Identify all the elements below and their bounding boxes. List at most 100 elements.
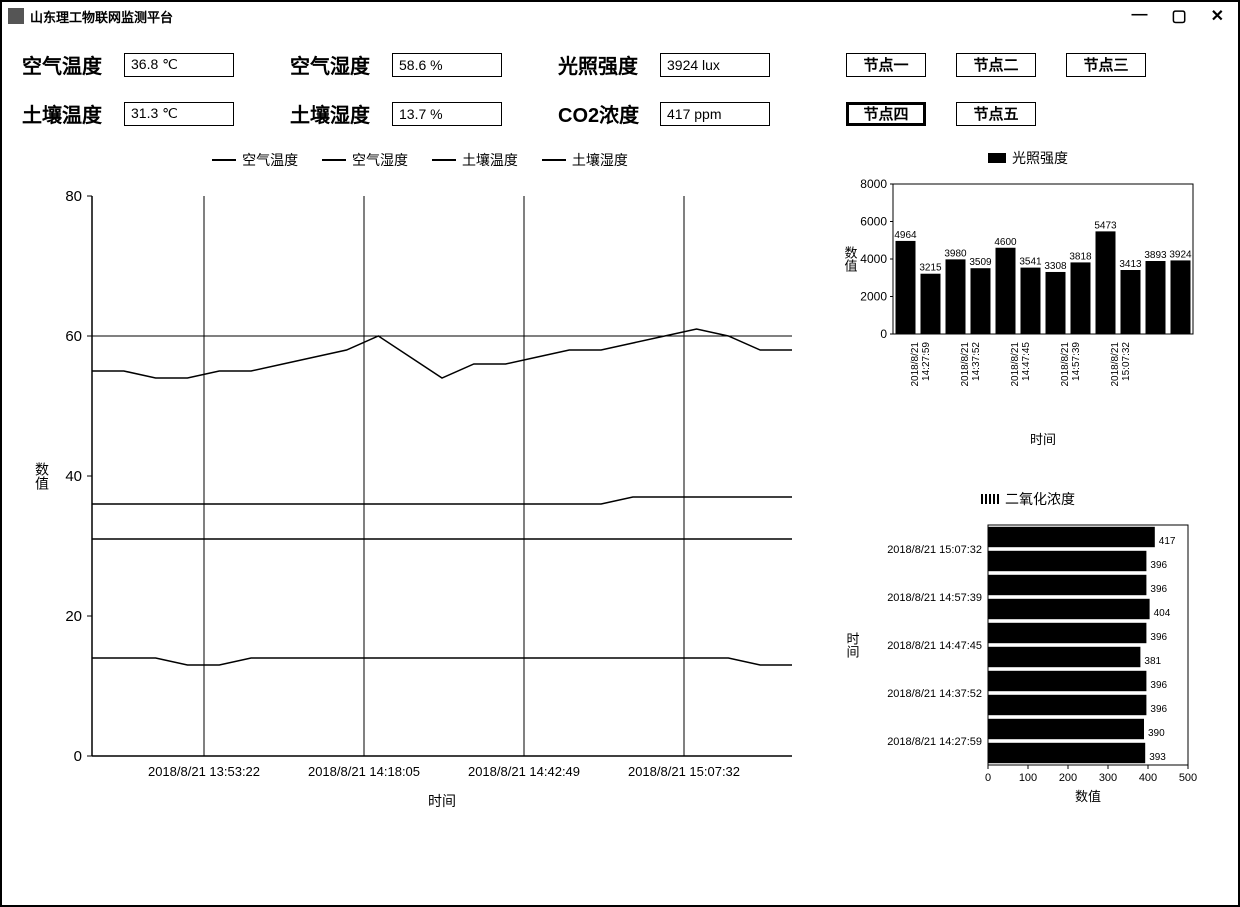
svg-text:396: 396: [1150, 632, 1167, 643]
app-icon: [8, 8, 24, 24]
soil-humidity-value: 13.7 %: [392, 102, 502, 126]
svg-text:3215: 3215: [919, 263, 942, 274]
svg-text:381: 381: [1144, 656, 1161, 667]
svg-text:时间: 时间: [1030, 432, 1056, 447]
svg-text:300: 300: [1099, 772, 1117, 784]
bar-chart-panel: 光照强度 02000400060008000496432153980350946…: [838, 148, 1218, 479]
svg-text:396: 396: [1150, 704, 1167, 715]
svg-text:3893: 3893: [1144, 250, 1167, 261]
svg-text:3308: 3308: [1044, 261, 1067, 272]
soil-temp-label: 土壤温度: [22, 99, 112, 128]
line-chart-panel: 空气温度 空气湿度 土壤温度 土壤湿度 0 20 40 60 80 2018/8/21 1…: [22, 148, 818, 841]
legend-air-temp: 空气温度: [242, 150, 298, 170]
app-window: 山东理工物联网监测平台 — ▢ ✕ 空气温度 36.8 ℃ 空气湿度 58.6 …: [0, 0, 1240, 907]
bar-chart-legend: 光照强度: [838, 148, 1218, 168]
svg-text:2018/8/21 14:57:39: 2018/8/21 14:57:39: [887, 592, 982, 604]
legend-co2: 二氧化浓度: [1005, 489, 1075, 509]
svg-text:2018/8/21: 2018/8/21: [910, 342, 921, 387]
hbar-chart-panel: 二氧化浓度 0 100 200 300 400 500 417 396 396 404 396 381…: [838, 489, 1218, 840]
air-humidity-value: 58.6 %: [392, 53, 502, 77]
svg-text:3818: 3818: [1069, 251, 1092, 262]
svg-text:20: 20: [65, 608, 82, 625]
svg-text:0: 0: [74, 748, 82, 765]
svg-text:2018/8/21 14:47:45: 2018/8/21 14:47:45: [887, 640, 982, 652]
svg-text:2000: 2000: [860, 290, 887, 304]
svg-text:4964: 4964: [894, 230, 917, 241]
svg-text:400: 400: [1139, 772, 1157, 784]
svg-text:4000: 4000: [860, 252, 887, 266]
svg-text:3924: 3924: [1169, 249, 1192, 260]
svg-text:2018/8/21 13:53:22: 2018/8/21 13:53:22: [148, 764, 260, 779]
svg-text:404: 404: [1154, 608, 1171, 619]
node3-button[interactable]: 节点三: [1066, 53, 1146, 77]
bar-chart: 0200040006000800049643215398035094600354…: [838, 174, 1218, 474]
svg-text:时间: 时间: [428, 793, 456, 809]
svg-text:393: 393: [1149, 752, 1166, 763]
svg-text:2018/8/21 14:42:49: 2018/8/21 14:42:49: [468, 764, 580, 779]
legend-air-humidity: 空气湿度: [352, 150, 408, 170]
svg-text:5473: 5473: [1094, 220, 1117, 231]
legend-soil-temp: 土壤温度: [462, 150, 518, 170]
svg-text:40: 40: [65, 468, 82, 485]
svg-text:14:47:45: 14:47:45: [1021, 342, 1032, 381]
air-humidity-label: 空气湿度: [290, 50, 380, 79]
svg-text:100: 100: [1019, 772, 1037, 784]
svg-text:3509: 3509: [969, 257, 992, 268]
legend-light: 光照强度: [1012, 148, 1068, 168]
legend-soil-humidity: 土壤湿度: [572, 150, 628, 170]
svg-text:0: 0: [880, 327, 887, 341]
soil-temp-value: 31.3 ℃: [124, 102, 234, 126]
svg-text:数值: 数值: [843, 246, 858, 273]
minimize-button[interactable]: —: [1131, 6, 1147, 26]
air-temp-value: 36.8 ℃: [124, 53, 234, 77]
svg-text:500: 500: [1179, 772, 1197, 784]
svg-text:60: 60: [65, 328, 82, 345]
svg-text:396: 396: [1150, 560, 1167, 571]
light-label: 光照强度: [558, 50, 648, 79]
svg-text:417: 417: [1159, 536, 1176, 547]
svg-text:3980: 3980: [944, 248, 967, 259]
maximize-button[interactable]: ▢: [1171, 6, 1186, 26]
node2-button[interactable]: 节点二: [956, 53, 1036, 77]
svg-text:2018/8/21: 2018/8/21: [1010, 342, 1021, 387]
line-chart-legend: 空气温度 空气湿度 土壤温度 土壤湿度: [22, 148, 818, 170]
svg-text:时间: 时间: [845, 632, 860, 658]
hbar-chart: 0 100 200 300 400 500 417 396 396 404 396 381 396 396…: [838, 515, 1218, 835]
window-title: 山东理工物联网监测平台: [30, 7, 173, 26]
svg-text:2018/8/21: 2018/8/21: [960, 342, 971, 387]
svg-text:数值: 数值: [1075, 789, 1101, 804]
node1-button[interactable]: 节点一: [846, 53, 926, 77]
svg-text:2018/8/21 15:07:32: 2018/8/21 15:07:32: [887, 544, 982, 556]
light-value: 3924 lux: [660, 53, 770, 77]
node5-button[interactable]: 节点五: [956, 102, 1036, 126]
svg-text:396: 396: [1150, 680, 1167, 691]
svg-text:4600: 4600: [994, 237, 1017, 248]
svg-text:2018/8/21 14:27:59: 2018/8/21 14:27:59: [887, 736, 982, 748]
sensor-panel: 空气温度 36.8 ℃ 空气湿度 58.6 % 光照强度 3924 lux 节点…: [22, 50, 1218, 128]
svg-text:14:37:52: 14:37:52: [971, 342, 982, 381]
svg-text:0: 0: [985, 772, 991, 784]
node4-button[interactable]: 节点四: [846, 102, 926, 126]
svg-text:80: 80: [65, 188, 82, 205]
svg-text:2018/8/21 14:18:05: 2018/8/21 14:18:05: [308, 764, 420, 779]
soil-humidity-label: 土壤湿度: [290, 99, 380, 128]
svg-text:396: 396: [1150, 584, 1167, 595]
titlebar: 山东理工物联网监测平台 — ▢ ✕: [2, 2, 1238, 30]
svg-text:2018/8/21: 2018/8/21: [1110, 342, 1121, 387]
svg-text:3541: 3541: [1019, 257, 1042, 268]
hbar-chart-legend: 二氧化浓度: [838, 489, 1218, 509]
co2-label: CO2浓度: [558, 99, 648, 128]
svg-text:200: 200: [1059, 772, 1077, 784]
svg-text:3413: 3413: [1119, 259, 1142, 270]
line-chart: 0 20 40 60 80 2018/8/21 13:53:22 2018/8/21 14:…: [22, 176, 812, 836]
svg-text:6000: 6000: [860, 215, 887, 229]
svg-text:2018/8/21: 2018/8/21: [1060, 342, 1071, 387]
svg-text:15:07:32: 15:07:32: [1121, 342, 1132, 381]
close-button[interactable]: ✕: [1211, 6, 1224, 26]
co2-value: 417 ppm: [660, 102, 770, 126]
svg-text:14:57:39: 14:57:39: [1071, 342, 1082, 381]
svg-text:数值: 数值: [34, 462, 50, 490]
svg-text:2018/8/21 14:37:52: 2018/8/21 14:37:52: [887, 688, 982, 700]
svg-text:390: 390: [1148, 728, 1165, 739]
air-temp-label: 空气温度: [22, 50, 112, 79]
